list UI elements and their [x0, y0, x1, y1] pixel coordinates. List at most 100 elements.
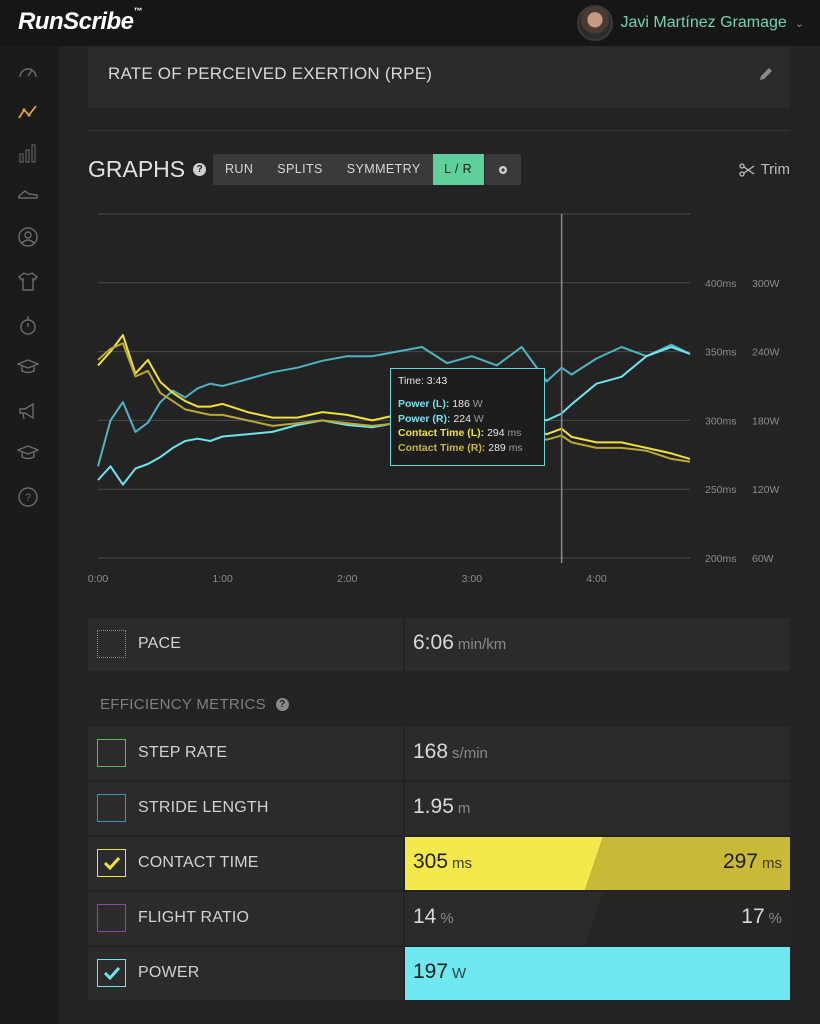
svg-text:?: ?: [25, 492, 31, 504]
tooltip-row: Power (L): 186 W: [398, 398, 483, 410]
step-rate-value-cell: 168 s/min: [405, 727, 790, 780]
power-label: POWER: [138, 964, 200, 981]
contact-time-label-cell: CONTACT TIME: [88, 837, 403, 890]
checkmark-icon: [103, 966, 120, 980]
y-tick-label-ms: 350ms: [705, 347, 737, 359]
pencil-icon[interactable]: [758, 66, 774, 87]
profile-icon[interactable]: [17, 226, 39, 248]
pace-label: PACE: [138, 635, 182, 652]
y-tick-label-watts: 120W: [752, 484, 780, 496]
user-menu[interactable]: Javi Martínez Gramage ⌄: [576, 4, 804, 42]
series-line: [97, 342, 691, 463]
x-tick-label: 1:00: [212, 573, 233, 585]
megaphone-icon[interactable]: [17, 400, 39, 422]
pace-value-cell: 6:06 min/km: [405, 618, 790, 671]
step-rate-value: 168 s/min: [413, 740, 488, 763]
dashboard-gauge-icon[interactable]: [17, 62, 39, 84]
y-tick-label-ms: 200ms: [705, 553, 737, 565]
power-row[interactable]: POWER 197 W: [88, 947, 790, 1000]
flight-ratio-left-bar: [405, 892, 603, 945]
avatar[interactable]: [576, 5, 613, 41]
graduation-cap-icon[interactable]: [17, 356, 39, 378]
contact-time-left-bar: [405, 837, 603, 890]
help-icon[interactable]: ?: [17, 486, 39, 508]
tooltip-time: Time: 3:43: [398, 375, 448, 387]
tooltip-row: Power (R): 224 W: [398, 412, 484, 425]
tab-symmetry[interactable]: SYMMETRY: [346, 162, 421, 176]
stride-length-label-cell: STRIDE LENGTH: [88, 782, 403, 835]
stride-length-checkbox[interactable]: [97, 794, 126, 822]
tab-run[interactable]: RUN: [225, 162, 254, 176]
contact-time-label: CONTACT TIME: [138, 854, 259, 871]
contact-time-checkbox[interactable]: [97, 849, 126, 877]
step-rate-row[interactable]: STEP RATE 168 s/min: [88, 727, 790, 780]
flight-ratio-right-value: 17%: [741, 905, 782, 928]
contact-time-lr-bars: [405, 837, 790, 890]
tooltip-row: Contact Time (L): 294 ms: [398, 427, 522, 439]
pace-row[interactable]: PACE 6:06 min/km: [88, 618, 790, 671]
y-tick-label-watts: 300W: [752, 278, 780, 290]
contact-time-value-cell: 305 ms 297 ms: [405, 837, 790, 890]
user-name[interactable]: Javi Martínez Gramage: [620, 14, 787, 31]
pace-checkbox[interactable]: [97, 630, 126, 658]
step-rate-label: STEP RATE: [138, 744, 228, 761]
contact-time-left-value: 305 ms: [413, 850, 473, 873]
flight-ratio-row[interactable]: FLIGHT RATIO 14% 17%: [88, 892, 790, 945]
graduation-cap-icon[interactable]: [17, 442, 39, 464]
top-bar: RunScribe™ Javi Martínez Gramage ⌄: [0, 0, 820, 46]
runscribe-logo[interactable]: RunScribe™: [18, 6, 143, 35]
stride-length-value-cell: 1.95 m: [405, 782, 790, 835]
chevron-down-icon[interactable]: ⌄: [794, 17, 804, 30]
step-rate-checkbox[interactable]: [97, 739, 126, 767]
y-tick-label-ms: 400ms: [705, 278, 737, 290]
y-tick-label-watts: 60W: [752, 553, 774, 565]
power-label-cell: POWER: [88, 947, 403, 1000]
x-tick-label: 2:00: [337, 573, 358, 585]
series-line: [97, 343, 691, 467]
tab-left-right[interactable]: L / R: [432, 154, 484, 185]
series-line: [97, 334, 691, 460]
help-icon[interactable]: ?: [275, 698, 289, 711]
x-tick-label: 4:00: [586, 573, 607, 585]
power-checkbox[interactable]: [97, 959, 126, 987]
pace-label-cell: PACE: [88, 618, 403, 671]
stride-length-label: STRIDE LENGTH: [138, 799, 269, 816]
series-line: [97, 346, 691, 486]
efficiency-metrics-heading: EFFICIENCY METRICS ?: [100, 696, 289, 713]
help-icon[interactable]: ?: [193, 163, 207, 176]
x-tick-label: 3:00: [462, 573, 483, 585]
y-tick-label-ms: 250ms: [705, 484, 737, 496]
trim-button[interactable]: Trim: [738, 161, 790, 178]
y-tick-label-watts: 240W: [752, 347, 780, 359]
graph-tabs: RUN SPLITS SYMMETRY L / R: [213, 154, 484, 185]
flight-ratio-checkbox[interactable]: [97, 904, 126, 932]
scissors-icon: [738, 162, 754, 177]
y-tick-label-watts: 180W: [752, 415, 780, 427]
graphs-title: GRAPHS ?: [88, 156, 207, 183]
bar-chart-icon[interactable]: [17, 142, 39, 164]
tab-splits[interactable]: SPLITS: [277, 162, 323, 176]
y-tick-label-ms: 300ms: [705, 415, 737, 427]
flight-ratio-lr-bars: [405, 892, 790, 945]
contact-time-row[interactable]: CONTACT TIME 305 ms 297 ms: [88, 837, 790, 890]
chart-tooltip: Time: 3:43 Power (L): 186 W Power (R): 2…: [390, 368, 545, 466]
lr-line-chart[interactable]: 400ms 350ms 300ms 250ms 200ms 300W 240W 180W 120…: [58, 196, 820, 591]
graph-settings-button[interactable]: [485, 154, 521, 185]
flight-ratio-label-cell: FLIGHT RATIO: [88, 892, 403, 945]
power-value: 197 W: [413, 960, 467, 983]
x-tick-label: 0:00: [88, 573, 109, 585]
rpe-card[interactable]: RATE OF PERCEIVED EXERTION (RPE): [88, 46, 790, 108]
flight-ratio-label: FLIGHT RATIO: [138, 909, 250, 926]
step-rate-label-cell: STEP RATE: [88, 727, 403, 780]
contact-time-right-value: 297 ms: [722, 850, 782, 873]
stride-length-row[interactable]: STRIDE LENGTH 1.95 m: [88, 782, 790, 835]
shirt-icon[interactable]: [17, 270, 39, 292]
main-content: RATE OF PERCEIVED EXERTION (RPE) GRAPHS …: [58, 46, 820, 1024]
flight-ratio-left-value: 14%: [413, 905, 454, 928]
checkmark-icon: [103, 856, 120, 870]
shoe-icon[interactable]: [17, 182, 39, 204]
stopwatch-icon[interactable]: [17, 314, 39, 336]
tooltip-row: Contact Time (R): 289 ms: [398, 441, 523, 454]
rpe-title: RATE OF PERCEIVED EXERTION (RPE): [108, 64, 433, 83]
graph-line-icon[interactable]: [17, 102, 39, 124]
